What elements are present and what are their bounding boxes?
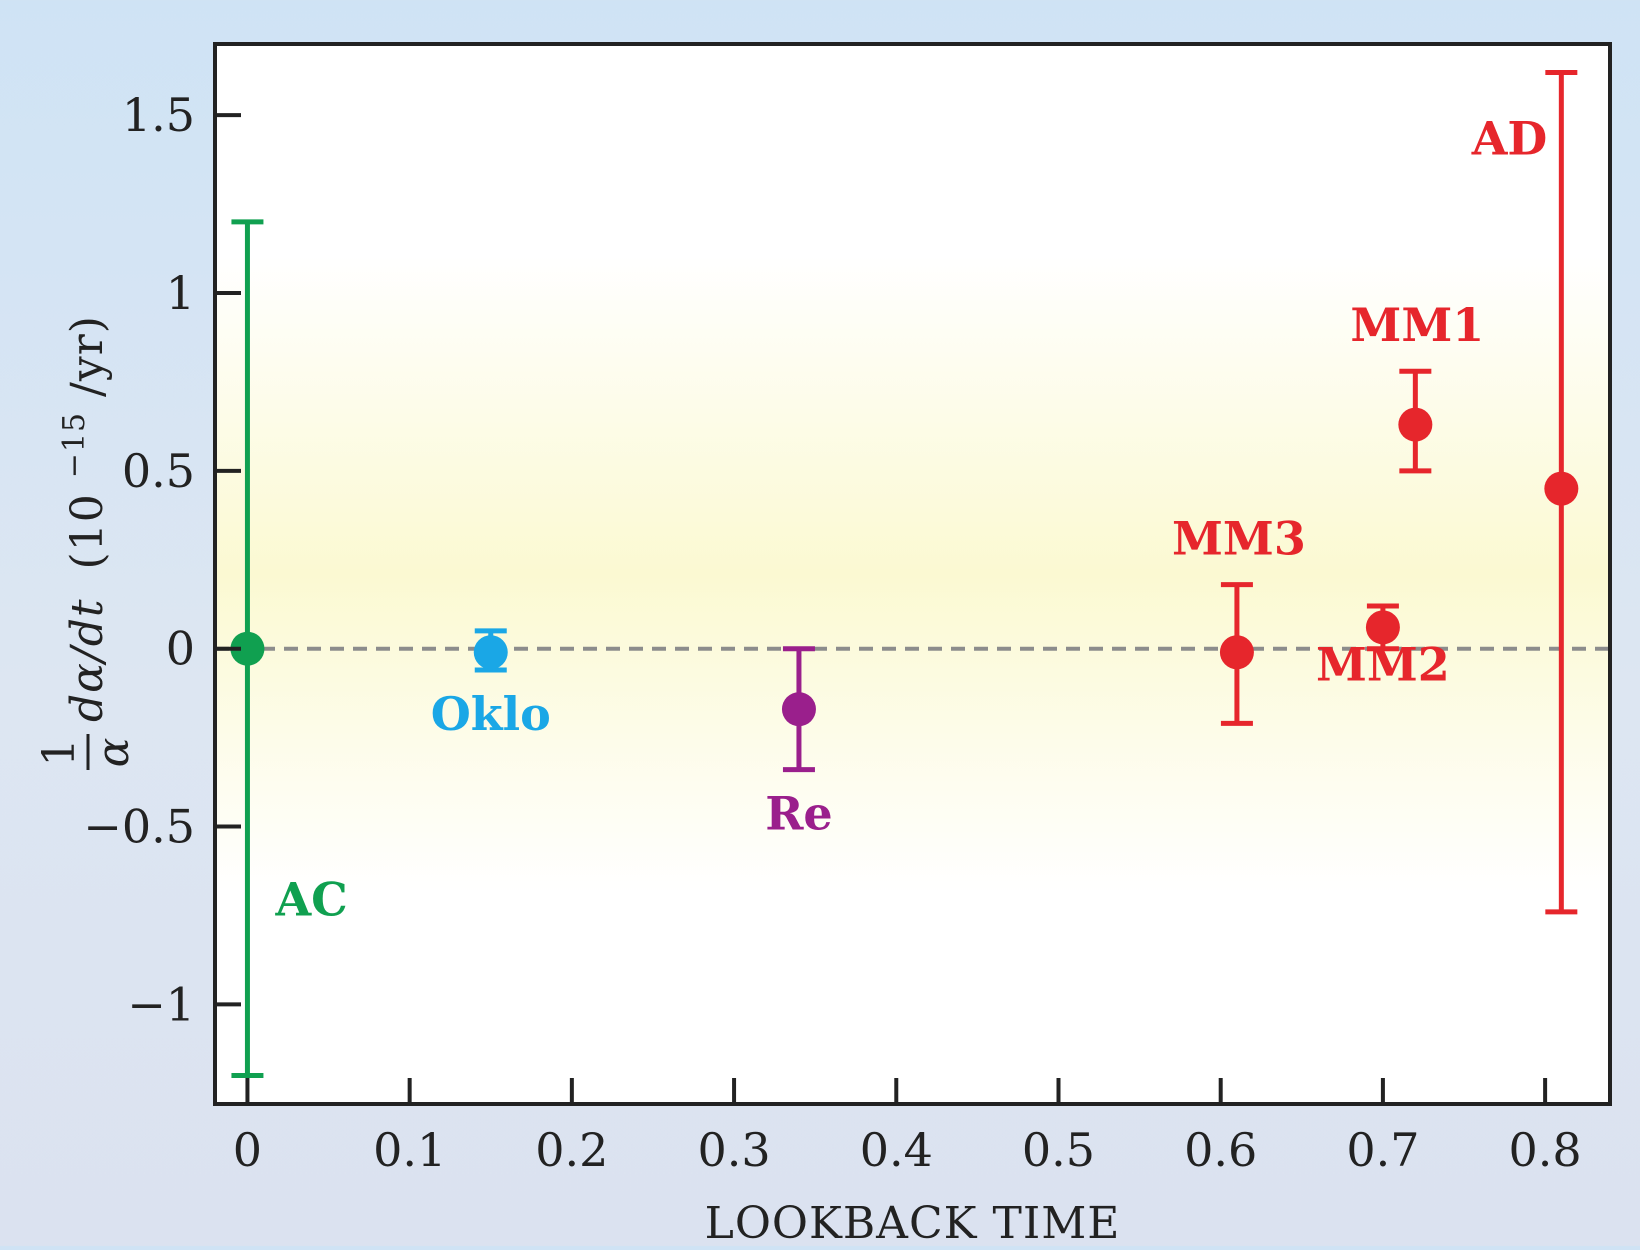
series-label-mm2: MM2: [1316, 638, 1450, 692]
series-label-re: Re: [765, 787, 833, 841]
series-label-oklo: Oklo: [431, 687, 551, 741]
series-label-mm3: MM3: [1172, 512, 1306, 566]
series-label-mm1: MM1: [1350, 298, 1484, 352]
svg-text:dα/dt (10 −15: dα/dt (10 −15 /yr): [44, 315, 113, 722]
x-tick-label: 0.5: [1022, 1123, 1095, 1177]
y-axis-title: 1 α dα/dt (10 −15 /yr): [34, 315, 139, 770]
y-tick-label: 0.5: [122, 444, 195, 498]
y-tick-label: −1: [127, 977, 195, 1031]
y-axis-frac-denominator: α: [88, 737, 139, 768]
plot-area: [215, 44, 1610, 1104]
x-tick-label: 0.7: [1346, 1123, 1419, 1177]
series-label-ad: AD: [1471, 111, 1548, 165]
data-point-mm3: [1219, 635, 1254, 670]
series-mm2: [1365, 603, 1400, 652]
data-point-ac: [230, 631, 265, 666]
x-axis-title: LOOKBACK TIME: [705, 1198, 1121, 1246]
x-tick-label: 0.8: [1509, 1123, 1582, 1177]
series-mm1: [1398, 368, 1433, 474]
x-tick-label: 0.3: [697, 1123, 770, 1177]
series-mm3: [1219, 582, 1254, 726]
series-re: [781, 646, 816, 773]
series-oklo: [473, 628, 508, 673]
data-point-ad: [1544, 471, 1579, 506]
data-point-mm1: [1398, 407, 1433, 442]
y-tick-label: 0: [166, 622, 195, 676]
x-tick-label: 0.6: [1184, 1123, 1257, 1177]
x-tick-label: 0.4: [860, 1123, 933, 1177]
y-tick-label: 1: [166, 266, 195, 320]
series-label-ac: AC: [274, 872, 347, 926]
data-point-mm2: [1365, 610, 1400, 645]
y-tick-label: 1.5: [122, 88, 195, 142]
y-axis-unit-close: /yr): [62, 315, 113, 397]
x-tick-label: 0.2: [535, 1123, 608, 1177]
y-axis-derivative: dα/dt: [62, 598, 113, 722]
series-ac: [230, 219, 265, 1079]
x-tick-label: 0: [233, 1123, 262, 1177]
data-point-re: [781, 692, 816, 727]
plot-frame: [213, 42, 1612, 1106]
x-tick-label: 0.1: [373, 1123, 446, 1177]
data-point-oklo: [473, 635, 508, 670]
y-axis-unit-exponent: −15: [57, 412, 92, 478]
y-axis-frac-numerator: 1: [34, 738, 85, 767]
y-tick-label: −0.5: [83, 800, 195, 854]
series-ad: [1544, 69, 1579, 915]
y-axis-unit-open: (10: [62, 493, 113, 569]
